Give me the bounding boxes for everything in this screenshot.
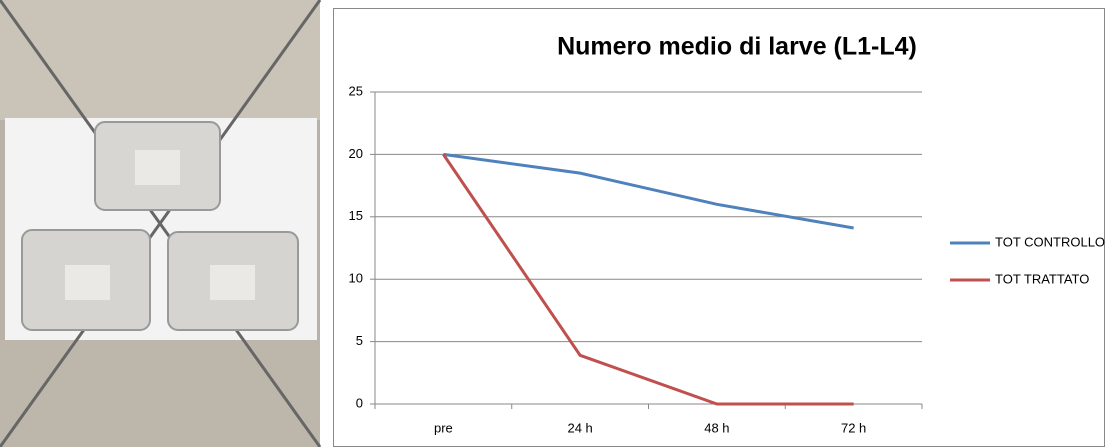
photo: [0, 0, 320, 447]
y-tick-label: 0: [356, 395, 363, 410]
photo-tray-area: [0, 0, 320, 120]
x-tick-label: pre: [434, 420, 453, 435]
chart-border: [334, 9, 1105, 447]
x-tick-label: 48 h: [704, 420, 729, 435]
page: Numero medio di larve (L1-L4) 0 5 10 15 20 25…: [0, 0, 1105, 447]
y-tick-label: 10: [349, 271, 363, 286]
y-tick-label: 15: [349, 208, 363, 223]
y-tick-label: 5: [356, 333, 363, 348]
x-tick-label: 72 h: [841, 420, 866, 435]
photo-tray-center: [135, 150, 180, 185]
legend-label: TOT TRATTATO: [995, 271, 1089, 286]
x-tick-label: 24 h: [567, 420, 592, 435]
y-tick-label: 20: [349, 146, 363, 161]
photo-tray-center: [210, 265, 255, 300]
legend-label: TOT CONTROLLO: [995, 234, 1105, 249]
photo-tray-area: [0, 340, 320, 447]
chart-title: Numero medio di larve (L1-L4): [557, 33, 917, 61]
photo-tray-center: [65, 265, 110, 300]
y-tick-label: 25: [349, 83, 363, 98]
